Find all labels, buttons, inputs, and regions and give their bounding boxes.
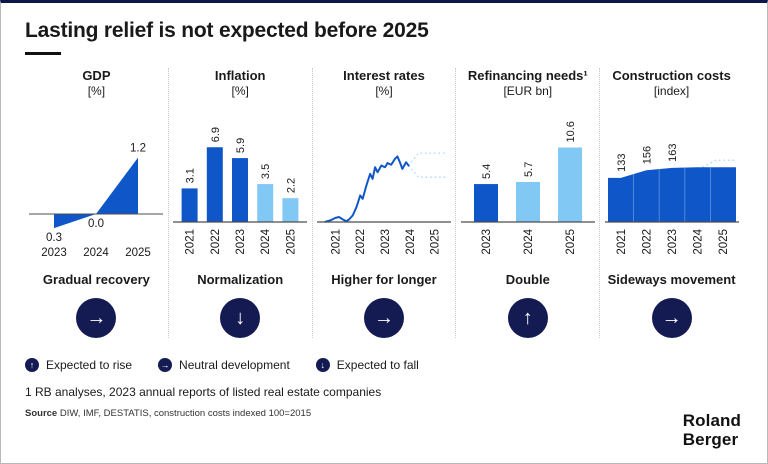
svg-text:3.1: 3.1 [185, 168, 197, 183]
svg-text:2021: 2021 [185, 229, 197, 255]
legend-label: Neutral development [179, 358, 290, 372]
svg-text:2024: 2024 [405, 228, 417, 254]
svg-text:2021: 2021 [615, 229, 627, 255]
svg-text:2025: 2025 [126, 247, 152, 259]
legend-item-neutral: → Neutral development [158, 358, 290, 372]
panel-title: Interest rates [343, 68, 425, 83]
svg-text:2024: 2024 [523, 228, 535, 254]
panel-unit: [%] [375, 84, 393, 99]
svg-text:156: 156 [641, 146, 653, 164]
legend-item-fall: ↓ Expected to fall [315, 358, 419, 372]
arrow-right-circle-icon: → [158, 358, 173, 372]
svg-text:133: 133 [615, 153, 627, 171]
panel-header: Inflation [%] [215, 68, 266, 102]
interest-rates-chart: 2021 2022 2023 2024 2025 [316, 152, 451, 255]
panel-header: Construction costs [index] [612, 68, 730, 102]
svg-text:2023: 2023 [235, 229, 247, 255]
legend: ↑ Expected to rise → Neutral development… [25, 358, 743, 372]
panel-title: Refinancing needs¹ [467, 68, 588, 83]
title-underline [25, 52, 61, 55]
panel-unit: [%] [87, 84, 106, 99]
svg-text:2024: 2024 [84, 247, 110, 259]
roland-berger-logo: Roland Berger [682, 411, 741, 449]
arrow-right-icon: → [661, 306, 682, 329]
svg-text:5.4: 5.4 [481, 164, 493, 179]
svg-text:10.6: 10.6 [565, 121, 577, 142]
trend-circle: → [363, 298, 404, 338]
panel-header: Refinancing needs¹ [EUR bn] [468, 68, 588, 102]
panel-interest-rates: Interest rates [%] 2021 2022 2023 2024 2025 … [313, 68, 457, 338]
panels-row: GDP [%] 1.2 0.0 0.3 2023 2024 2025 Gradual re… [25, 68, 743, 338]
panel-caption: Double [505, 272, 550, 287]
svg-text:0.3: 0.3 [46, 232, 62, 244]
panel-unit: [index] [653, 84, 690, 99]
panel-caption: Sideways movement [607, 272, 736, 287]
arrow-down-circle-icon: ↓ [315, 358, 330, 372]
panel-title: GDP [82, 68, 111, 83]
svg-text:2024: 2024 [260, 228, 272, 254]
svg-text:2023: 2023 [667, 229, 679, 255]
source-label: Source [25, 408, 58, 419]
gdp-chart: 1.2 0.0 0.3 2023 2024 2025 [29, 143, 164, 259]
refinancing-chart: 5.4 5.7 10.6 2023 2024 2025 [460, 121, 595, 255]
panel-gdp: GDP [%] 1.2 0.0 0.3 2023 2024 2025 Gradual re… [25, 68, 169, 338]
svg-text:6.9: 6.9 [210, 127, 222, 142]
panel-title: Construction costs [612, 68, 731, 83]
svg-text:2023: 2023 [380, 229, 392, 255]
arrow-up-circle-icon: ↑ [25, 358, 39, 372]
svg-text:2025: 2025 [565, 229, 577, 255]
panel-unit: [EUR bn] [503, 84, 553, 99]
panel-unit: [%] [231, 84, 249, 99]
panel-title: Inflation [214, 68, 266, 83]
arrow-right-icon: → [86, 306, 107, 329]
footnote: 1 RB analyses, 2023 annual reports of li… [25, 385, 382, 399]
svg-text:2022: 2022 [210, 229, 222, 255]
svg-text:2022: 2022 [355, 229, 367, 255]
svg-text:2022: 2022 [641, 229, 653, 255]
svg-text:2025: 2025 [430, 229, 442, 255]
panel-refinancing: Refinancing needs¹ [EUR bn] 5.4 5.7 10.6 20… [456, 68, 601, 338]
legend-label: Expected to fall [336, 358, 419, 372]
svg-text:2021: 2021 [330, 229, 342, 255]
trend-circle: → [651, 298, 692, 338]
svg-text:5.9: 5.9 [235, 138, 247, 153]
panel-inflation: Inflation [%] 3.1 6.9 5.9 3.5 2.2 2021 2022 202… [169, 68, 313, 338]
trend-circle: → [76, 298, 117, 338]
svg-text:163: 163 [667, 144, 679, 162]
panel-header: GDP [%] [82, 68, 110, 102]
panel-header: Interest rates [%] [343, 68, 425, 102]
svg-text:2023: 2023 [42, 247, 68, 259]
panel-caption: Normalization [197, 272, 284, 287]
panel-caption: Higher for longer [331, 272, 437, 287]
arrow-down-icon: ↓ [235, 306, 246, 329]
logo-line2: Berger [682, 429, 739, 449]
construction-costs-chart: 133 156 163 2021 2022 2023 2024 2025 [604, 144, 739, 255]
panel-construction-costs: Construction costs [index] 133 156 163 2021… [600, 68, 743, 338]
svg-text:2025: 2025 [286, 229, 298, 255]
svg-text:1.2: 1.2 [130, 143, 146, 155]
svg-text:2024: 2024 [692, 228, 704, 254]
svg-text:2023: 2023 [481, 229, 493, 255]
logo-line1: Roland [682, 411, 741, 431]
svg-text:3.5: 3.5 [260, 164, 272, 179]
trend-circle: ↓ [220, 298, 261, 338]
svg-text:2.2: 2.2 [286, 178, 298, 193]
inflation-chart: 3.1 6.9 5.9 3.5 2.2 2021 2022 2023 2024 2025 [173, 127, 308, 255]
svg-text:0.0: 0.0 [88, 218, 104, 230]
arrow-up-icon: ↑ [522, 306, 533, 329]
legend-label: Expected to rise [46, 358, 133, 372]
legend-item-rise: ↑ Expected to rise [25, 358, 132, 372]
source-line: Source DIW, IMF, DESTATIS, construction … [25, 408, 743, 419]
svg-text:5.7: 5.7 [523, 162, 535, 177]
page-title: Lasting relief is not expected before 20… [25, 19, 429, 42]
trend-circle: ↑ [507, 298, 548, 338]
source-text: DIW, IMF, DESTATIS, construction costs i… [59, 408, 312, 419]
svg-text:2025: 2025 [718, 229, 730, 255]
panel-caption: Gradual recovery [42, 272, 150, 287]
arrow-right-icon: → [373, 306, 394, 329]
